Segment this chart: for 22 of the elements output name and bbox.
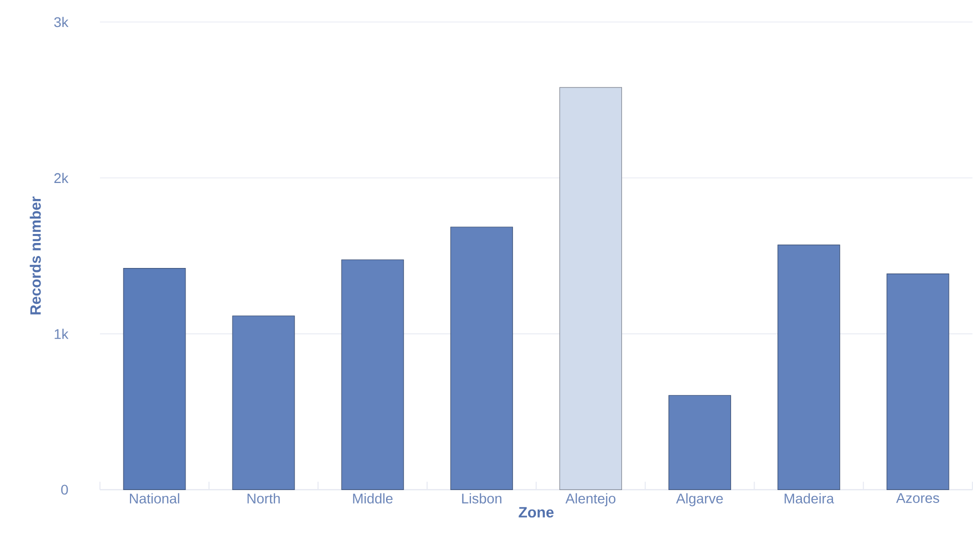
bar [559, 87, 622, 490]
bar [450, 226, 513, 490]
x-tick-label: Middle [353, 493, 393, 504]
x-axis-title: Zone [518, 507, 554, 518]
x-tick-label: Madeira [784, 493, 834, 504]
x-tick-label: Azores [896, 493, 940, 504]
y-tick-label: 1k [54, 328, 68, 340]
x-tick-label: Algarve [676, 493, 723, 506]
x-tick-label: National [130, 493, 180, 504]
x-tick-label: North [248, 493, 280, 504]
y-axis-title: Records number [30, 196, 41, 315]
bar [341, 260, 404, 490]
x-tick-label: Lisbon [462, 493, 502, 504]
bar [232, 316, 295, 490]
bar [668, 395, 732, 490]
bar [123, 268, 186, 490]
bar [778, 244, 840, 490]
y-tick-label: 2k [54, 172, 68, 184]
y-tick-label: 0 [61, 484, 68, 495]
x-tick-label: Alentejo [565, 493, 616, 506]
y-tick-label: 3k [54, 17, 68, 28]
bar [886, 274, 950, 490]
